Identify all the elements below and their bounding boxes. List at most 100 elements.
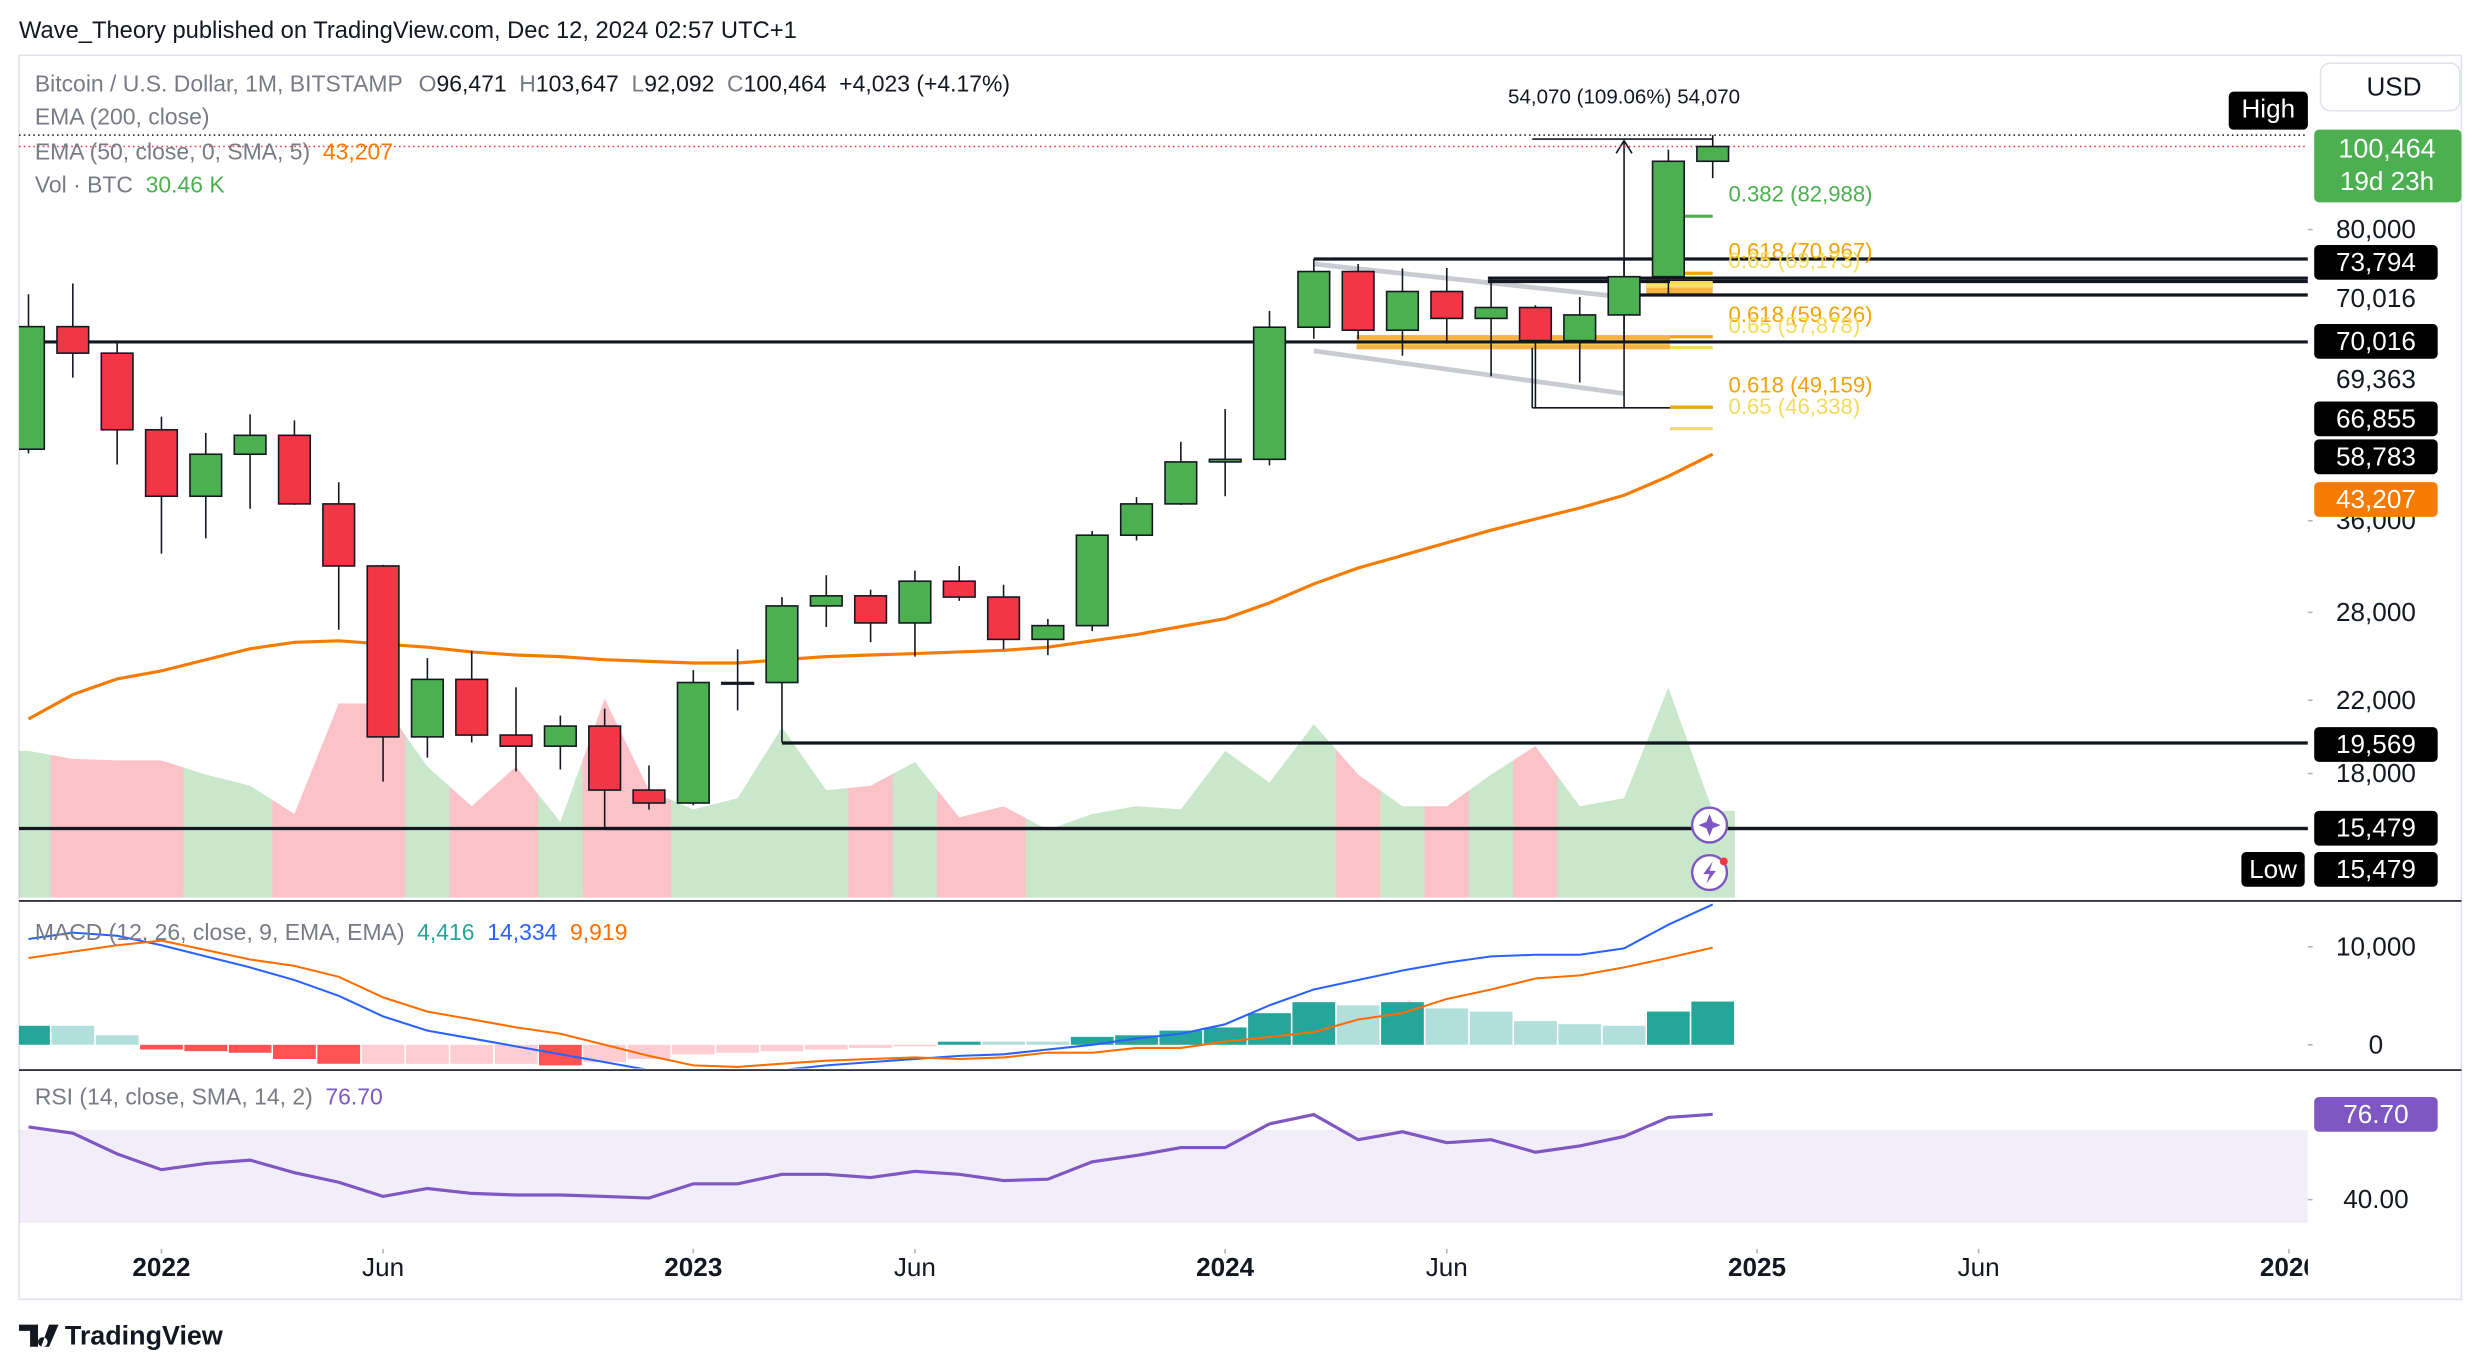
candle-body	[1696, 145, 1730, 163]
change: +4,023 (+4.17%)	[839, 70, 1010, 96]
volume-area	[50, 754, 95, 898]
x-tick-label: Jun	[894, 1252, 936, 1282]
candle-body	[366, 565, 400, 738]
histogram-bar	[273, 1044, 316, 1060]
publisher: Wave_Theory published on TradingView.com…	[19, 18, 797, 44]
histogram-bar	[716, 1044, 760, 1053]
histogram-bar	[494, 1044, 538, 1064]
volume-area	[1646, 687, 1691, 898]
volume-area	[981, 806, 1026, 898]
volume-area	[1114, 806, 1159, 898]
x-tick-label: 2022	[132, 1252, 190, 1282]
y-tick-label: 28,000	[2336, 597, 2416, 627]
y-tick-label: 80,000	[2336, 214, 2416, 244]
histogram-value: 4,416	[417, 919, 474, 945]
icon	[1719, 857, 1728, 866]
icon	[1698, 814, 1721, 837]
fib-label: 0.65 (57,878)	[1729, 313, 1861, 338]
histogram-bar	[1070, 1036, 1114, 1045]
macd-name: MACD (12, 26, close, 9, EMA, EMA)	[35, 919, 405, 945]
histogram-bar	[140, 1044, 183, 1050]
candle-body	[853, 595, 888, 624]
histogram-bar	[937, 1041, 981, 1045]
rsi-value: 76.70	[325, 1084, 382, 1110]
ema-line	[27, 452, 1714, 721]
volume-area	[759, 727, 805, 898]
price-label: 15,479	[2336, 854, 2416, 884]
histogram-bar	[95, 1035, 139, 1045]
price-box-countdown: 19d 23h	[2340, 166, 2434, 196]
price-label: 43,207	[2336, 484, 2416, 514]
l-value: 92,092	[644, 70, 714, 96]
candle-body	[1474, 306, 1508, 320]
volume-area	[1601, 742, 1647, 898]
histogram-bar	[317, 1044, 361, 1064]
volume-area	[1025, 818, 1071, 898]
candle-body	[898, 580, 932, 624]
price-label: 15,479	[2336, 813, 2416, 843]
wedge-line	[1313, 261, 1625, 300]
x-tick-label: Jun	[362, 1252, 404, 1282]
histogram-bar	[627, 1044, 671, 1060]
histogram-bar	[849, 1044, 892, 1048]
candle-body	[942, 580, 976, 598]
alert-icons	[1690, 806, 1729, 892]
o-key: O	[419, 70, 437, 96]
candle-body	[721, 681, 755, 685]
currency-button[interactable]	[2319, 62, 2461, 112]
l-key: L	[631, 70, 644, 96]
low-tag: Low	[2249, 854, 2297, 884]
candle-body	[189, 453, 223, 498]
volume-area	[493, 766, 539, 898]
histogram-bar	[1248, 1013, 1291, 1045]
symbol: Bitcoin / U.S. Dollar, 1M, BITSTAMP	[35, 70, 403, 96]
histogram-bar	[583, 1044, 627, 1063]
price-label-box	[2314, 245, 2438, 280]
candle-body	[1119, 503, 1154, 536]
o-value: 96,471	[436, 70, 506, 96]
histogram-bar	[1425, 1008, 1469, 1045]
candle-body	[676, 681, 710, 804]
histogram-bar	[361, 1044, 405, 1064]
price-label-box	[2314, 1096, 2438, 1132]
volume-name: Vol · BTC	[35, 172, 133, 198]
price-pane	[18, 134, 2308, 898]
volume-area	[1203, 750, 1248, 898]
histogram-bar	[406, 1044, 449, 1064]
fib-label: 0.618 (59,626)	[1729, 302, 1873, 327]
fib-label: 0.65 (69,173)	[1729, 248, 1861, 273]
low-tag-box	[2241, 851, 2305, 887]
candle-body	[277, 434, 312, 505]
volume-area	[1335, 749, 1381, 898]
candle-body	[410, 678, 445, 738]
wedge-line	[1313, 348, 1625, 396]
histogram-bar	[228, 1044, 272, 1053]
candle-body	[1252, 326, 1287, 461]
candle-body	[1518, 306, 1553, 342]
ema200-legend: EMA (200, close)	[35, 104, 210, 130]
histogram-bar	[1647, 1011, 1690, 1045]
price-label: 69,363	[2336, 364, 2416, 394]
volume-area	[449, 786, 494, 898]
histogram-bar	[1514, 1021, 1557, 1045]
volume-legend: Vol · BTC 30.46 K	[35, 172, 226, 198]
volume-area	[1158, 780, 1204, 898]
volume-area	[183, 767, 228, 898]
x-tick-label: 2024	[1196, 1252, 1255, 1282]
candle-body	[18, 325, 46, 451]
volume-area	[1557, 776, 1602, 898]
candle-body	[233, 434, 267, 456]
volume-area	[848, 773, 893, 898]
y-tick-label: 18,000	[2336, 758, 2416, 788]
x-tick-label: 2026	[2260, 1252, 2318, 1282]
fib-label: 0.618 (70,967)	[1729, 239, 1873, 264]
h-key: H	[519, 70, 536, 96]
signal-line	[28, 939, 1713, 1068]
macd-pane	[18, 903, 1735, 1069]
histogram-bar	[1602, 1025, 1646, 1045]
candle-body	[499, 734, 533, 747]
candle-body	[1607, 275, 1641, 316]
price-label: 70,016	[2336, 283, 2416, 313]
